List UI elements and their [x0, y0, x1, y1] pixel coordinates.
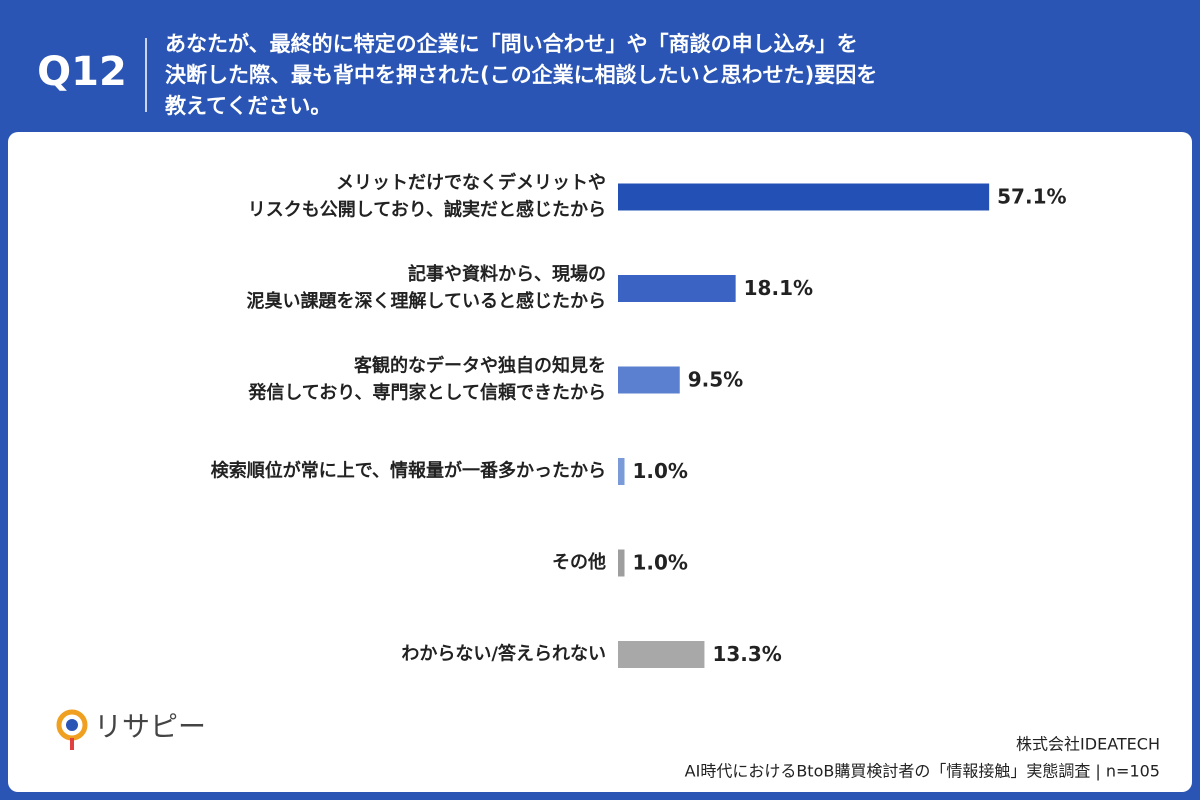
category-label: 発信しており、専門家として信頼できたから	[247, 382, 606, 404]
bar	[618, 641, 705, 668]
category-label: メリットだけでなくデメリットや	[336, 172, 606, 194]
bar	[618, 549, 625, 577]
logo-text: リサピー	[94, 710, 206, 743]
category-label: 客観的なデータや独自の知見を	[354, 355, 606, 377]
category-label: 記事や資料から、現場の	[408, 263, 606, 285]
category-label: わからない/答えられない	[401, 643, 606, 665]
category-label: 検索順位が常に上で、情報量が一番多かったから	[211, 460, 606, 482]
category-label: 泥臭い課題を深く理解していると感じたから	[247, 290, 606, 312]
value-label: 1.0%	[633, 459, 688, 483]
bar	[618, 458, 625, 485]
source: 株式会社IDEATECH	[1016, 735, 1160, 754]
value-label: 18.1%	[744, 276, 813, 300]
panel	[8, 132, 1192, 792]
bar	[618, 183, 990, 211]
logo: リサピー	[56, 709, 206, 750]
title-line: あなたが、最終的に特定の企業に「問い合わせ」や「商談の申し込み」を	[165, 32, 858, 56]
value-label: 13.3%	[712, 642, 781, 666]
source: AI時代におけるBtoB購買検討者の「情報接触」実態調査 | n=105	[685, 762, 1160, 781]
value-label: 57.1%	[997, 185, 1066, 209]
question-label: Q12	[37, 49, 127, 95]
category-label: リスクも公開しており、誠実だと感じたから	[248, 199, 606, 221]
value-label: 1.0%	[633, 551, 688, 575]
title-line: 決断した際、最も背中を押された(この企業に相談したいと思わせた)要因を	[165, 63, 877, 87]
title: あなたが、最終的に特定の企業に「問い合わせ」や「商談の申し込み」を決断した際、最…	[165, 32, 877, 118]
title-line: 教えてください。	[165, 94, 331, 118]
bar	[618, 275, 736, 302]
bar	[618, 366, 680, 394]
logo-icon	[66, 719, 78, 731]
value-label: 9.5%	[688, 368, 743, 392]
category-label: その他	[552, 551, 606, 573]
